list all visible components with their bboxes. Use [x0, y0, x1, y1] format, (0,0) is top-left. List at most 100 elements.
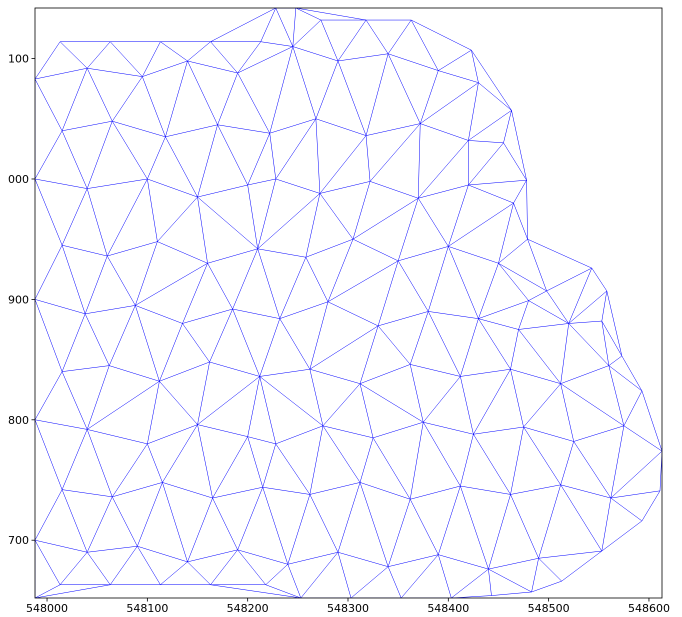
- mesh-edge: [87, 179, 147, 189]
- mesh-edge: [182, 309, 232, 323]
- mesh-edge: [263, 444, 276, 487]
- mesh-edge: [373, 422, 423, 438]
- mesh-edge: [238, 487, 263, 550]
- mesh-edge: [602, 321, 622, 356]
- mesh-edge: [366, 136, 370, 182]
- mesh-edge: [438, 555, 488, 569]
- mesh-edge: [547, 291, 569, 324]
- mesh-edge: [35, 42, 60, 79]
- mesh-edge: [87, 42, 110, 68]
- mesh-edge: [157, 197, 197, 242]
- mesh-edge: [248, 133, 270, 185]
- mesh-edge: [157, 242, 207, 264]
- mesh-edge: [527, 180, 528, 239]
- mesh-edge: [316, 119, 320, 194]
- mesh-edge: [420, 83, 478, 124]
- mesh-edge: [238, 550, 266, 585]
- mesh-edge: [488, 494, 510, 569]
- x-tick-label: 548400: [427, 602, 469, 615]
- mesh-edge: [602, 321, 609, 366]
- mesh-edge: [310, 369, 360, 383]
- mesh-edge: [514, 180, 527, 203]
- mesh-edge: [561, 366, 609, 384]
- mesh-edge: [62, 121, 112, 131]
- mesh-edge: [398, 198, 418, 261]
- mesh-edge: [511, 485, 561, 495]
- mesh-edge: [35, 540, 60, 585]
- mesh-edge: [248, 437, 276, 444]
- mesh-edge: [260, 376, 276, 443]
- mesh-edge: [296, 8, 321, 20]
- mesh-edge: [208, 263, 233, 309]
- mesh-edge: [306, 193, 320, 257]
- mesh-edge: [611, 426, 624, 498]
- mesh-edge: [423, 376, 460, 422]
- mesh-edge: [460, 486, 488, 569]
- mesh-edge: [218, 125, 270, 133]
- mesh-edge: [468, 185, 513, 203]
- y-tick-label: 900: [8, 293, 29, 306]
- mesh-edge: [388, 499, 410, 566]
- mesh-edge: [473, 427, 523, 434]
- chart: 5480005481005482005483005484005485005486…: [0, 0, 682, 617]
- mesh-edge: [438, 486, 460, 555]
- mesh-edge: [62, 490, 112, 497]
- mesh-edge: [602, 498, 611, 551]
- mesh-edge: [338, 20, 366, 61]
- x-tick-label: 548000: [26, 602, 68, 615]
- mesh-edge: [524, 427, 561, 485]
- mesh-edge: [187, 42, 210, 61]
- mesh-edge: [147, 137, 165, 179]
- mesh-edge: [248, 185, 258, 249]
- mesh-edge: [420, 71, 438, 124]
- mesh-edge: [233, 249, 258, 309]
- mesh-edge: [574, 426, 624, 442]
- mesh-edge: [323, 426, 360, 483]
- mesh-edge: [107, 242, 157, 256]
- mesh-edge: [366, 54, 388, 136]
- mesh-edge: [338, 552, 351, 598]
- mesh-edge: [276, 444, 310, 495]
- mesh-edge: [398, 246, 448, 260]
- mesh-edge: [310, 426, 323, 495]
- mesh-edge: [511, 329, 519, 369]
- mesh-edge: [213, 487, 263, 498]
- mesh-edge: [198, 197, 258, 249]
- mesh-edge: [353, 181, 370, 239]
- mesh-edge: [547, 268, 592, 291]
- mesh-edge: [423, 422, 473, 434]
- mesh-edge: [373, 438, 410, 499]
- mesh-edge: [182, 323, 209, 362]
- mesh-edge: [420, 124, 468, 141]
- mesh-edge: [62, 245, 85, 314]
- mesh-edge: [460, 319, 478, 377]
- mesh-edge: [488, 569, 491, 595]
- mesh-edge: [471, 50, 511, 110]
- mesh-edge: [528, 239, 592, 268]
- mesh-edge: [423, 422, 460, 486]
- mesh-edge: [306, 257, 328, 302]
- mesh-edge: [488, 569, 531, 592]
- mesh-edge: [360, 438, 373, 483]
- mesh-edge: [142, 77, 165, 137]
- mesh-edge: [451, 569, 488, 598]
- mesh-edge: [448, 246, 478, 318]
- mesh-edge: [388, 567, 401, 598]
- mesh-edge: [468, 143, 503, 185]
- mesh-edge: [238, 73, 270, 133]
- mesh-edge: [460, 434, 473, 486]
- mesh-edge: [316, 119, 366, 136]
- mesh-edge: [147, 425, 197, 444]
- mesh-edge: [468, 180, 526, 185]
- mesh-edge: [162, 425, 197, 483]
- mesh-edge: [35, 372, 62, 420]
- mesh-edge: [418, 198, 448, 246]
- mesh-edge: [301, 552, 338, 598]
- mesh-edge: [478, 263, 498, 318]
- mesh-edge: [611, 498, 642, 521]
- mesh-edge: [165, 125, 217, 137]
- mesh-edge: [208, 249, 258, 263]
- mesh-edge: [137, 482, 162, 546]
- mesh-edge: [410, 311, 428, 364]
- mesh-edge: [473, 434, 510, 494]
